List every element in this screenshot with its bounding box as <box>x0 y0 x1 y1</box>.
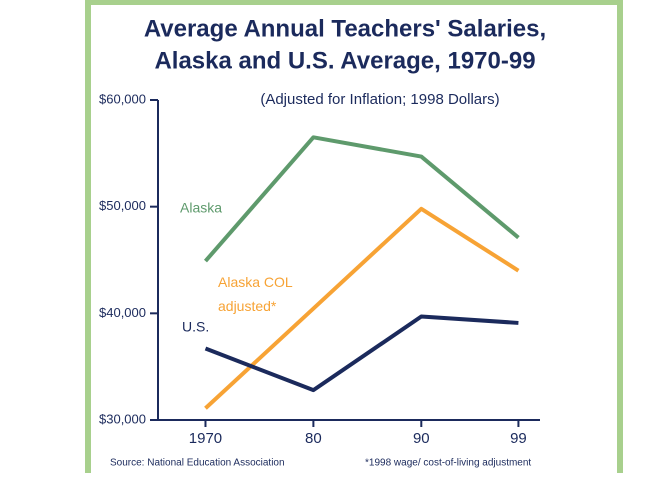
x-tick-label: 99 <box>510 430 527 447</box>
chart-title: Average Annual Teachers' Salaries, <box>144 15 546 42</box>
series-line <box>204 314 519 393</box>
x-tick-label: 1970 <box>189 430 222 447</box>
subtitle: (Adjusted for Inflation; 1998 Dollars) <box>260 91 499 108</box>
y-tick-label: $60,000 <box>99 91 146 106</box>
x-tick-label: 90 <box>413 430 430 447</box>
y-tick-label: $40,000 <box>99 305 146 320</box>
x-tick-label: 80 <box>305 430 322 447</box>
series-line <box>204 206 520 410</box>
series-label: Alaska COL adjusted* <box>218 274 293 314</box>
y-tick-label: $50,000 <box>99 198 146 213</box>
series-line <box>203 135 520 263</box>
source: Source: National Education Association <box>110 458 285 469</box>
footnote: *1998 wage/ cost-of-living adjustment <box>365 458 531 469</box>
chart-title: Alaska and U.S. Average, 1970-99 <box>154 47 535 74</box>
frame <box>85 0 623 478</box>
series-label: U.S. <box>182 319 209 335</box>
series-label: Alaska <box>180 200 222 216</box>
y-tick-label: $30,000 <box>99 411 146 426</box>
